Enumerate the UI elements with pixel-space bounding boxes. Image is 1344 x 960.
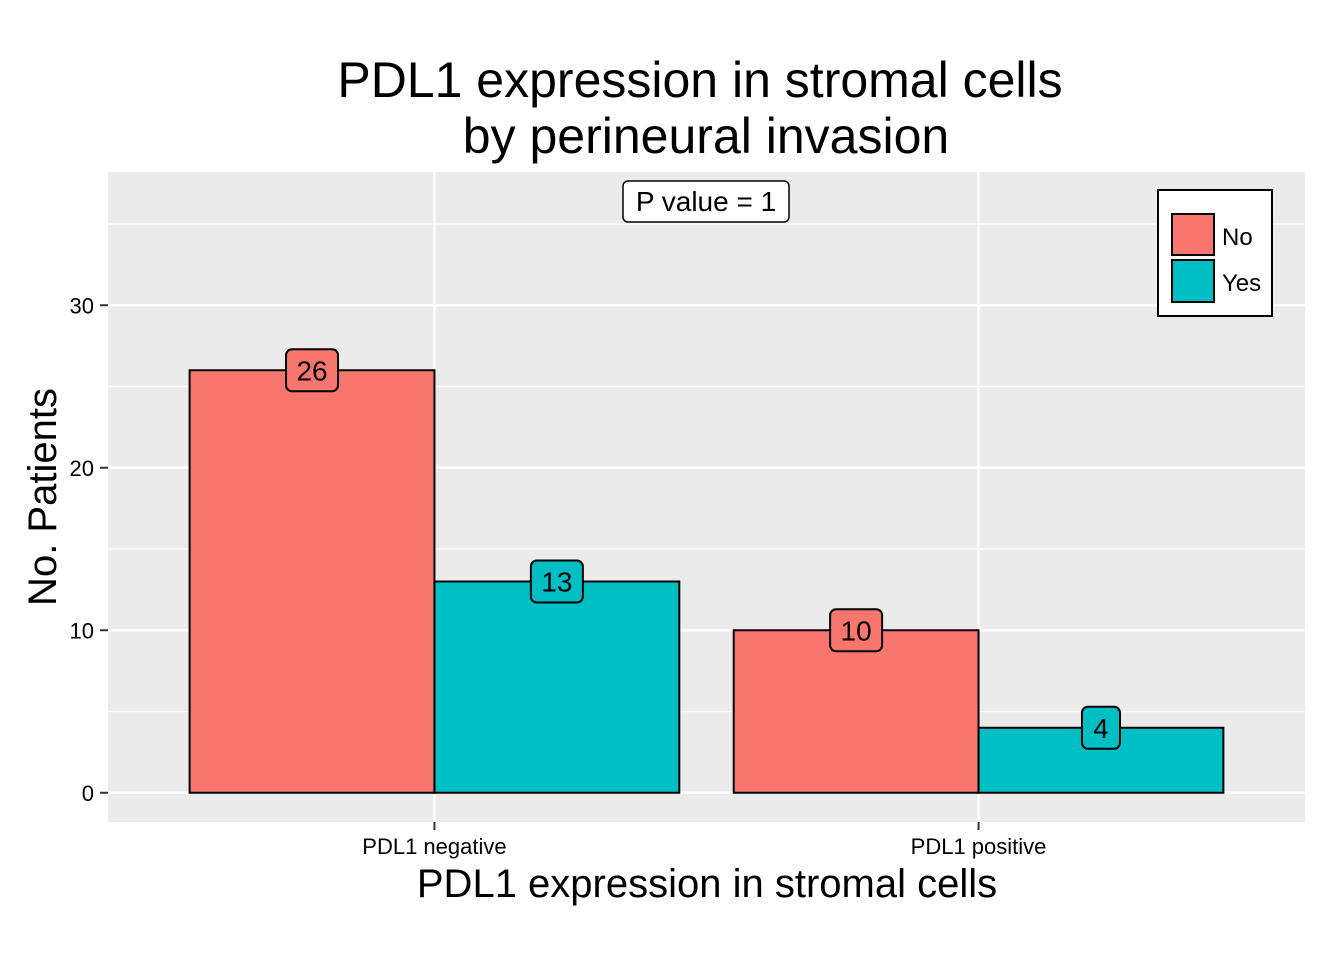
chart-title-line-1: PDL1 expression in stromal cells <box>337 52 1062 108</box>
data-label-text: 4 <box>1093 713 1109 744</box>
data-label-pdl1-negative-yes: 13 <box>529 559 584 604</box>
x-axis: PDL1 negative PDL1 positive <box>362 822 1046 859</box>
y-tick-label-20: 20 <box>70 456 94 481</box>
legend: No Yes <box>1157 189 1273 317</box>
chart-title-line-2: by perineural invasion <box>463 108 949 164</box>
x-axis-title: PDL1 expression in stromal cells <box>417 862 997 906</box>
bars <box>188 369 1225 794</box>
data-label-text: 10 <box>841 615 872 646</box>
legend-label-no: No <box>1222 224 1253 251</box>
y-tick-label-0: 0 <box>82 781 94 806</box>
p-value-annotation: P value = 1 <box>622 180 790 223</box>
data-label-box <box>529 559 584 604</box>
bar-pdl1-positive-no <box>732 629 980 794</box>
p-value-text: P value = 1 <box>636 186 776 217</box>
data-label-box <box>829 608 884 653</box>
x-tick-label-0: PDL1 negative <box>362 834 506 859</box>
data-label-pdl1-positive-yes: 4 <box>1080 705 1121 750</box>
data-label-text: 26 <box>296 355 327 386</box>
data-label-box <box>1080 705 1121 750</box>
y-axis-title: No. Patients <box>21 388 65 606</box>
y-axis: 0 10 20 30 <box>70 293 108 806</box>
data-label-box <box>285 348 340 393</box>
y-tick-label-10: 10 <box>70 618 94 643</box>
p-value-box <box>622 180 790 223</box>
bar-labels: 26 13 10 4 <box>285 348 1121 750</box>
legend-label-yes: Yes <box>1222 270 1261 297</box>
legend-key-yes <box>1171 259 1215 303</box>
data-label-pdl1-positive-no: 10 <box>829 608 884 653</box>
bar-pdl1-negative-no <box>188 369 436 794</box>
legend-key-no <box>1171 213 1215 256</box>
bar-pdl1-negative-yes <box>433 580 681 794</box>
y-tick-label-30: 30 <box>70 293 94 318</box>
data-label-pdl1-negative-no: 26 <box>285 348 340 393</box>
data-label-text: 13 <box>541 567 572 598</box>
x-tick-label-1: PDL1 positive <box>911 834 1047 859</box>
